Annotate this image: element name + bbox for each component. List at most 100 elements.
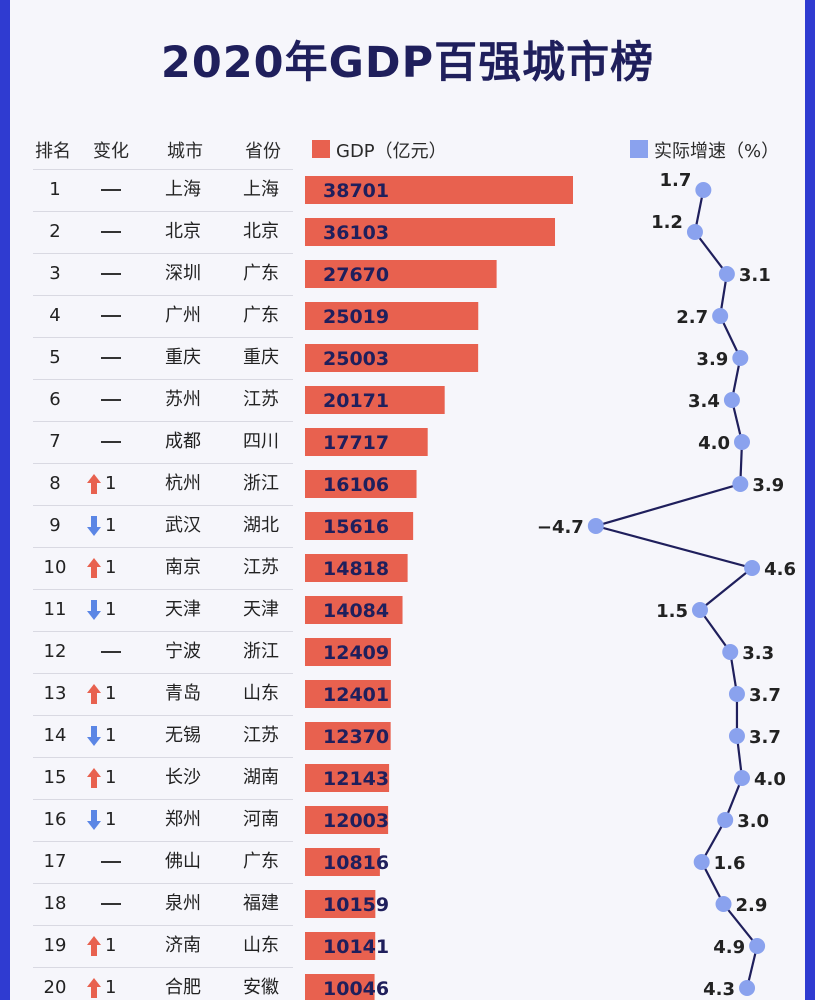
gdp-value-label: 10141	[323, 936, 389, 958]
growth-point	[728, 728, 745, 744]
no-change-dash	[101, 315, 121, 317]
no-change-dash	[101, 189, 121, 191]
gdp-value-label: 12409	[323, 642, 389, 664]
gdp-value-label: 25003	[323, 348, 389, 370]
change-cell	[87, 631, 137, 673]
rank-cell: 16	[43, 809, 67, 830]
chart-card: 2020年GDP百强城市榜 排名 变化 城市 省份 GDP（亿元） 实际增速（%…	[10, 0, 805, 1000]
growth-value-label: 1.2	[651, 212, 683, 233]
change-cell	[87, 169, 137, 211]
growth-point	[734, 434, 750, 450]
province-cell: 山东	[243, 683, 279, 704]
table-row: 15 1 长沙 湖南	[10, 757, 805, 799]
gdp-bar	[305, 680, 391, 708]
change-cell: 1	[87, 463, 137, 505]
growth-point	[749, 938, 766, 954]
change-cell: 1	[87, 589, 137, 631]
rank-cell: 14	[43, 725, 67, 746]
growth-point	[739, 980, 756, 996]
growth-point	[723, 392, 740, 408]
city-cell: 佛山	[165, 851, 201, 872]
province-cell: 重庆	[243, 347, 279, 368]
change-cell: 1	[87, 757, 137, 799]
growth-point	[686, 224, 703, 240]
gdp-bar	[305, 932, 376, 960]
growth-point	[734, 770, 750, 786]
province-cell: 河南	[243, 809, 279, 830]
row-divider	[33, 883, 293, 884]
header-gdp: GDP（亿元）	[336, 141, 447, 162]
growth-value-label: 1.7	[659, 170, 691, 191]
rank-cell: 19	[43, 935, 67, 956]
growth-point	[695, 182, 712, 198]
row-divider	[33, 547, 293, 548]
city-cell: 上海	[165, 179, 201, 200]
change-cell	[87, 379, 137, 421]
change-cell: 1	[87, 967, 137, 1000]
table-row: 3 深圳 广东	[10, 253, 805, 295]
rank-cell: 1	[49, 179, 61, 200]
growth-legend-swatch	[630, 140, 648, 158]
gdp-value-label: 12401	[323, 684, 389, 706]
province-cell: 天津	[243, 599, 279, 620]
city-cell: 青岛	[165, 683, 201, 704]
header-city: 城市	[167, 141, 203, 162]
city-cell: 南京	[165, 557, 201, 578]
arrow-up-icon	[87, 768, 101, 788]
city-cell: 苏州	[165, 389, 201, 410]
arrow-up-icon	[87, 936, 101, 956]
table-row: 4 广州 广东	[10, 295, 805, 337]
province-cell: 山东	[243, 935, 279, 956]
gdp-bar	[305, 386, 445, 414]
gdp-value-label: 17717	[323, 432, 389, 454]
change-amount: 1	[105, 767, 117, 788]
gdp-value-label: 36103	[323, 222, 389, 244]
gdp-value-label: 12370	[323, 726, 389, 748]
table-row: 9 1 武汉 湖北	[10, 505, 805, 547]
growth-value-label: 3.7	[749, 685, 781, 706]
change-amount: 1	[105, 809, 117, 830]
row-divider	[33, 799, 293, 800]
gdp-legend-swatch	[312, 140, 330, 158]
province-cell: 上海	[243, 179, 279, 200]
rank-cell: 5	[49, 347, 61, 368]
province-cell: 安徽	[243, 977, 279, 998]
province-cell: 浙江	[243, 473, 279, 494]
change-cell	[87, 883, 137, 925]
arrow-down-icon	[87, 726, 101, 746]
growth-value-label: 4.9	[713, 937, 745, 958]
row-divider	[33, 757, 293, 758]
gdp-bar	[305, 512, 414, 540]
growth-value-label: 1.6	[714, 853, 746, 874]
rank-cell: 12	[43, 641, 67, 662]
growth-value-label: 4.3	[703, 979, 735, 1000]
gdp-value-label: 25019	[323, 306, 389, 328]
growth-value-label: 3.3	[742, 643, 774, 664]
gdp-bar	[305, 722, 391, 750]
change-amount: 1	[105, 935, 117, 956]
rank-cell: 8	[49, 473, 61, 494]
growth-value-label: 3.9	[696, 349, 728, 370]
growth-value-label: 3.0	[737, 811, 769, 832]
arrow-up-icon	[87, 474, 101, 494]
change-amount: 1	[105, 977, 117, 998]
change-amount: 1	[105, 683, 117, 704]
gdp-bar	[305, 890, 376, 918]
change-cell	[87, 295, 137, 337]
row-divider	[33, 379, 293, 380]
gdp-bar	[305, 176, 573, 204]
change-cell: 1	[87, 673, 137, 715]
city-cell: 长沙	[165, 767, 201, 788]
city-cell: 济南	[165, 935, 201, 956]
change-cell	[87, 337, 137, 379]
province-cell: 江苏	[243, 389, 279, 410]
table-row: 11 1 天津 天津	[10, 589, 805, 631]
gdp-value-label: 27670	[323, 264, 389, 286]
row-divider	[33, 463, 293, 464]
change-cell: 1	[87, 505, 137, 547]
gdp-bar	[305, 638, 391, 666]
city-cell: 广州	[165, 305, 201, 326]
rank-cell: 17	[43, 851, 67, 872]
change-cell: 1	[87, 799, 137, 841]
row-divider	[33, 421, 293, 422]
